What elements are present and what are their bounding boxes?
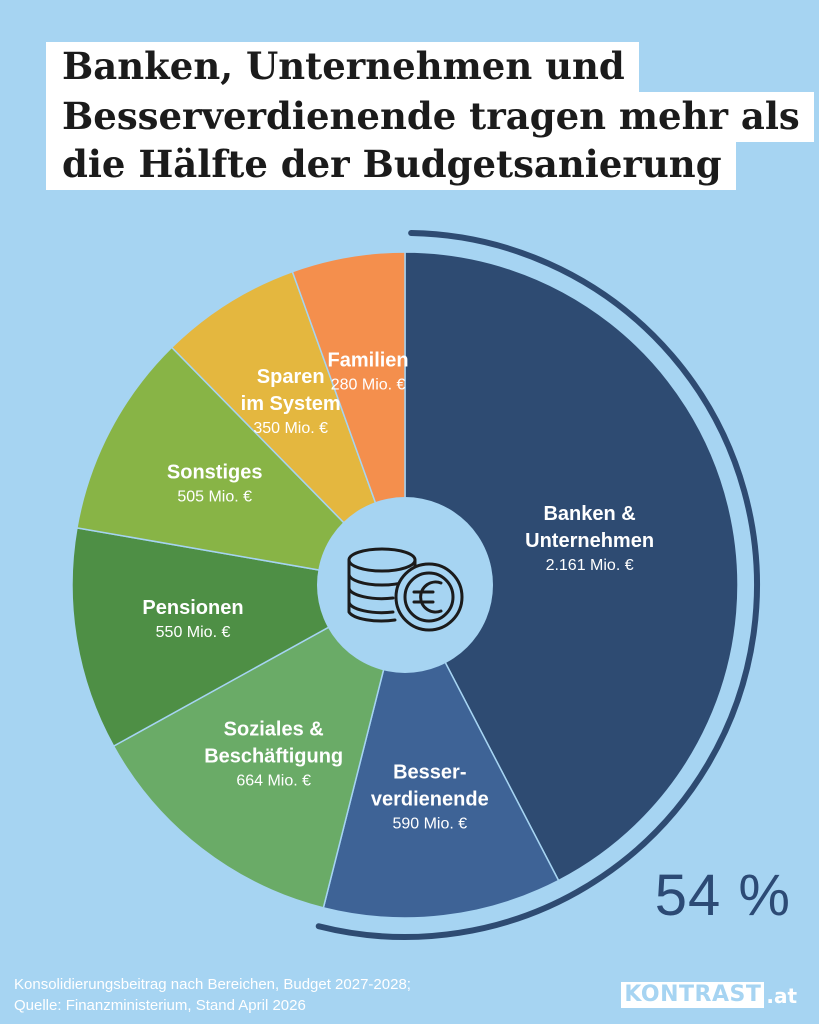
pie-slice-soziales-beschäftigung xyxy=(112,583,407,909)
slice-label-besser-verdienende: Besser- xyxy=(393,762,466,784)
logo-wordmark: KONTRAST xyxy=(621,982,765,1008)
slice-label-sparen-im-system: im System xyxy=(241,393,341,415)
logo-tld: .at xyxy=(766,984,797,1008)
highlight-arc xyxy=(315,230,760,940)
title-line-1: Banken, Unternehmen und xyxy=(46,42,639,92)
slice-label-besser-verdienende: verdienende xyxy=(371,789,489,811)
slice-label-pensionen: Pensionen xyxy=(142,597,243,619)
slice-label-familien: Familien xyxy=(328,350,409,372)
source-line-2: Quelle: Finanzministerium, Stand April 2… xyxy=(14,997,306,1014)
source-note: Konsolidierungsbeitrag nach Bereichen, B… xyxy=(14,974,411,1016)
pie-slice-sonstiges xyxy=(76,346,408,587)
slice-value-sparen-im-system: 350 Mio. € xyxy=(253,420,328,437)
slice-label-soziales-beschäftigung: Beschäftigung xyxy=(204,745,343,767)
pie-slice-sparen-im-system xyxy=(170,270,406,586)
slice-label-soziales-beschäftigung: Soziales & xyxy=(224,718,324,740)
slice-value-familien: 280 Mio. € xyxy=(331,377,406,394)
slice-value-banken-unternehmen: 2.161 Mio. € xyxy=(546,557,634,574)
slice-label-banken-unternehmen: Unternehmen xyxy=(525,530,654,552)
slice-value-besser-verdienende: 590 Mio. € xyxy=(392,816,467,833)
title-line-3: die Hälfte der Budgetsanierung xyxy=(46,140,736,190)
slice-label-sonstiges: Sonstiges xyxy=(167,462,263,484)
source-line-1: Konsolidierungsbeitrag nach Bereichen, B… xyxy=(14,976,411,993)
slice-label-sparen-im-system: Sparen xyxy=(257,366,325,388)
kontrast-logo: KONTRAST .at xyxy=(621,982,797,1008)
slice-value-soziales-beschäftigung: 664 Mio. € xyxy=(236,772,311,789)
pie-slice-banken-unternehmen xyxy=(404,251,739,882)
highlight-percentage: 54 % xyxy=(654,863,791,928)
pie-slice-besser-verdienende xyxy=(322,582,560,919)
slice-value-pensionen: 550 Mio. € xyxy=(156,624,231,641)
slice-value-sonstiges: 505 Mio. € xyxy=(177,489,252,506)
coins-euro-icon xyxy=(347,547,464,632)
title-line-2: Besserverdienende tragen mehr als xyxy=(46,92,814,142)
slice-label-banken-unternehmen: Banken & xyxy=(543,503,635,525)
